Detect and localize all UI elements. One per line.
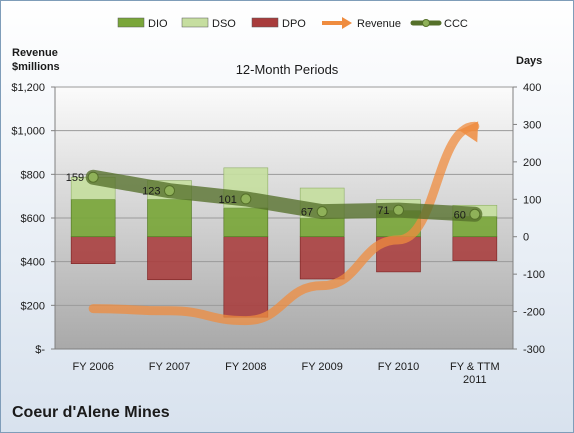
right-tick-label: -300: [523, 344, 545, 356]
company-name: Coeur d'Alene Mines: [12, 404, 170, 421]
legend-swatch-dio: [117, 17, 145, 28]
right-axis-title: Days: [516, 55, 542, 67]
left-tick-label: $-: [35, 344, 45, 356]
left-axis-title-line1: Revenue: [12, 47, 58, 59]
right-tick-label: 100: [523, 194, 541, 206]
ccc-point: [164, 185, 175, 197]
legend: DIO DSO DPO Revenue CCC: [117, 17, 468, 30]
bar-dpo: [452, 236, 498, 261]
bar-dpo: [70, 236, 116, 264]
ccc-data-label: 60: [454, 209, 466, 221]
legend-arrowhead: [342, 17, 352, 29]
right-tick-label: 0: [523, 232, 529, 244]
legend-label-dpo: DPO: [282, 18, 306, 30]
legend-label-dso: DSO: [212, 18, 236, 30]
legend-ccc-dot: [422, 19, 430, 27]
ccc-data-label: 71: [377, 205, 389, 217]
bar-dpo: [299, 236, 345, 280]
left-tick-label: $200: [21, 300, 45, 312]
ccc-data-label: 159: [66, 172, 84, 184]
left-tick-label: $600: [21, 213, 45, 225]
ccc-point: [87, 171, 99, 183]
ccc-line: [85, 169, 483, 222]
ccc-data-label: 123: [142, 186, 160, 198]
bar-dio: [299, 217, 345, 238]
x-tick-label-line2: 2011: [463, 374, 487, 386]
right-tick-label: 300: [523, 119, 541, 131]
x-tick-label: FY 2006: [72, 361, 113, 373]
legend-label-dio: DIO: [148, 18, 168, 30]
legend-swatch-dpo: [251, 17, 279, 28]
bar-dio: [223, 207, 269, 238]
left-tick-label: $800: [21, 169, 45, 181]
x-tick-label: FY & TTM: [450, 361, 500, 373]
axes-group: $- $200 $400 $600 $800 $1,000 $1,200 -300 -200 -1…: [11, 82, 545, 386]
right-tick-label: 400: [523, 82, 541, 94]
left-tick-label: $1,000: [11, 126, 45, 138]
ccc-point: [240, 193, 252, 205]
ccc-point: [393, 204, 404, 216]
ccc-point: [316, 206, 328, 218]
legend-label-revenue: Revenue: [357, 18, 401, 30]
revenue-arrowhead: [459, 121, 479, 143]
x-tick-label: FY 2010: [378, 361, 419, 373]
bar-dpo: [147, 236, 192, 281]
left-axis-title-line2: $millions: [12, 61, 60, 73]
left-tick-label: $1,200: [11, 82, 45, 94]
bar-dpo: [223, 236, 269, 318]
legend-swatch-dso: [181, 17, 209, 28]
right-tick-label: 200: [523, 157, 541, 169]
left-tick-label: $400: [21, 257, 45, 269]
legend-label-ccc: CCC: [444, 18, 468, 30]
x-tick-label: FY 2007: [149, 361, 190, 373]
right-tick-label: -100: [523, 269, 545, 281]
lines-group: 159 123 101 67 71 60: [66, 121, 483, 326]
ccc-point: [469, 208, 481, 220]
chart-title: 12-Month Periods: [236, 62, 339, 77]
x-tick-label: FY 2008: [225, 361, 266, 373]
ccc-data-label: 101: [218, 194, 236, 206]
bar-dio: [147, 198, 192, 238]
right-tick-label: -200: [523, 307, 545, 319]
x-tick-label: FY 2009: [301, 361, 342, 373]
bar-dio: [70, 198, 116, 238]
bars-group: [70, 167, 498, 318]
ccc-data-label: 67: [301, 207, 313, 219]
